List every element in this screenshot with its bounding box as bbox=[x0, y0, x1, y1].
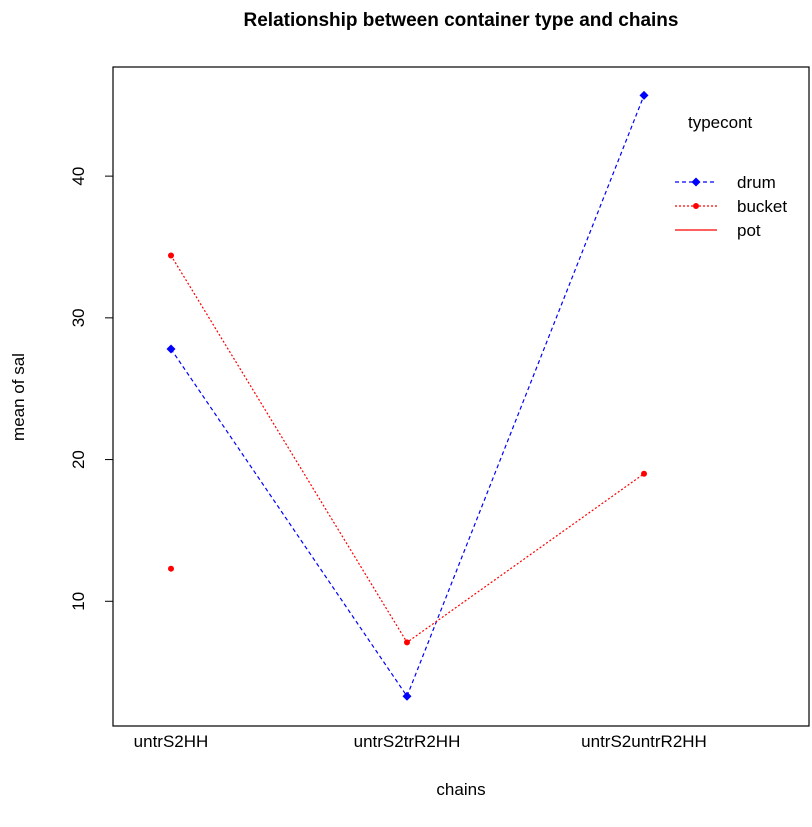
legend-marker bbox=[693, 203, 699, 209]
legend-entries: drum bucket pot bbox=[675, 173, 787, 240]
y-tick-label: 10 bbox=[69, 592, 88, 611]
legend-label: pot bbox=[737, 221, 761, 240]
legend-marker bbox=[691, 177, 701, 187]
x-axis-label: chains bbox=[436, 780, 485, 799]
legend-title: typecont bbox=[688, 113, 753, 132]
x-tick-label: untrS2untrR2HH bbox=[581, 732, 707, 751]
x-axis: untrS2HH untrS2trR2HH untrS2untrR2HH bbox=[134, 732, 707, 751]
x-tick-label: untrS2trR2HH bbox=[354, 732, 461, 751]
series-line-bucket bbox=[170, 255, 645, 644]
data-point-drum bbox=[166, 344, 176, 354]
series-drum bbox=[166, 90, 649, 701]
series-line-drum bbox=[170, 95, 645, 698]
y-axis-label: mean of sal bbox=[9, 353, 28, 441]
data-point-bucket bbox=[641, 470, 647, 477]
data-point-drum bbox=[639, 90, 649, 100]
data-point-bucket bbox=[168, 252, 174, 259]
x-tick-label: untrS2HH bbox=[134, 732, 209, 751]
legend: typecont drum bucket pot bbox=[675, 113, 787, 240]
legend-entry-drum: drum bbox=[675, 173, 776, 192]
y-tick-label: 30 bbox=[69, 308, 88, 327]
legend-label: bucket bbox=[737, 197, 787, 216]
y-tick-label: 40 bbox=[69, 167, 88, 186]
data-point-pot bbox=[168, 565, 174, 572]
y-axis: 10 20 30 40 bbox=[69, 167, 114, 611]
legend-entry-bucket: bucket bbox=[675, 197, 787, 216]
data-point-drum bbox=[402, 691, 412, 701]
series-bucket bbox=[168, 252, 647, 646]
series-layer bbox=[166, 90, 649, 701]
series-pot bbox=[168, 565, 174, 572]
chart-title: Relationship between container type and … bbox=[244, 10, 679, 31]
plot-frame bbox=[112, 66, 810, 727]
legend-entry-pot: pot bbox=[675, 221, 761, 240]
data-point-bucket bbox=[404, 639, 410, 646]
y-tick-label: 20 bbox=[69, 450, 88, 469]
legend-label: drum bbox=[737, 173, 776, 192]
